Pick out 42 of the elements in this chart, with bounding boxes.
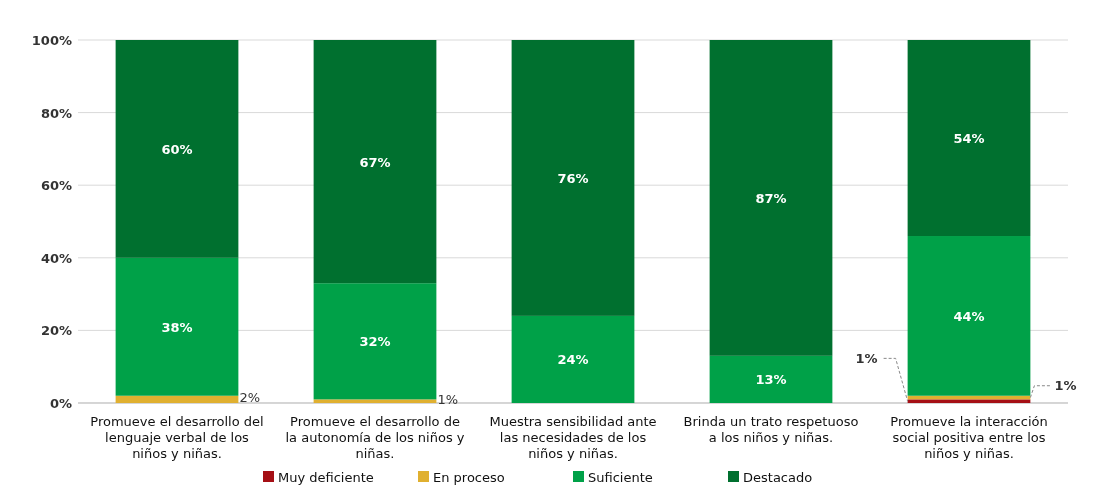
- bar: [907, 40, 1031, 237]
- bar: [115, 257, 239, 396]
- data-label: 2%: [239, 390, 261, 406]
- x-tick-label: Brinda un trato respetuoso a los niños y niñas.: [683, 414, 859, 445]
- bar: [907, 236, 1031, 396]
- data-label: 13%: [755, 372, 787, 388]
- y-tick-label: 0%: [49, 396, 72, 411]
- y-tick-label: 60%: [40, 178, 72, 194]
- data-label: 76%: [557, 170, 589, 186]
- bar: [709, 40, 833, 356]
- legend-label: En proceso: [433, 470, 505, 485]
- x-tick-label: Promueve el desarrollo de la autonomía de los niños y niñas.: [285, 414, 465, 461]
- y-tick-label: 20%: [40, 323, 72, 339]
- legend-label: Muy deficiente: [278, 470, 374, 485]
- data-label: 1%: [437, 392, 459, 408]
- data-label: 38%: [161, 319, 193, 335]
- data-label: 54%: [953, 131, 985, 147]
- data-label: 1%: [1054, 377, 1077, 393]
- bar: [511, 40, 635, 316]
- data-label: 24%: [557, 352, 589, 368]
- bar: [511, 315, 635, 403]
- x-tick-label: Promueve la interacción social positiva entre los niños y niñas.: [890, 414, 1048, 461]
- data-label: 32%: [359, 334, 391, 350]
- data-label: 67%: [359, 154, 391, 170]
- data-label: 1%: [855, 351, 878, 367]
- bar: [115, 40, 239, 258]
- x-tick-label: Promueve el desarrollo del lenguaje verbal de los niños y niñas.: [90, 414, 264, 461]
- bar: [115, 395, 239, 403]
- data-label: 44%: [953, 308, 985, 324]
- legend-label: Destacado: [743, 470, 813, 485]
- legend-label: Suficiente: [588, 470, 653, 485]
- x-tick-label: Muestra sensibilidad ante las necesidades de los niños y niñas.: [489, 414, 657, 461]
- bar: [313, 399, 437, 403]
- y-tick-label: 40%: [40, 250, 72, 266]
- bar: [709, 355, 833, 403]
- bar: [313, 283, 437, 400]
- bar: [313, 40, 437, 284]
- data-label: 60%: [161, 141, 193, 157]
- y-tick-label: 80%: [40, 105, 72, 121]
- bar: [907, 399, 1031, 403]
- data-label: 87%: [755, 190, 787, 206]
- y-tick-label: 100%: [31, 33, 72, 48]
